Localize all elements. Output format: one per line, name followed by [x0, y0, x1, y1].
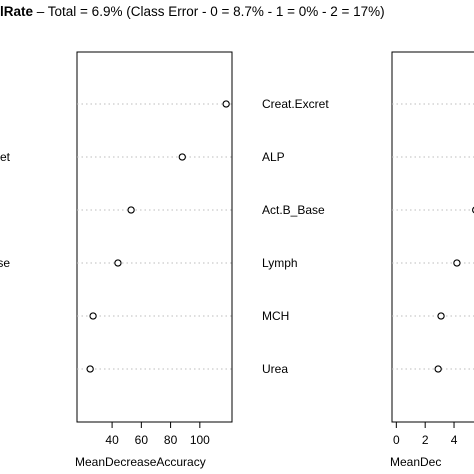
left-category-label: se [0, 256, 10, 270]
category-label: Act.B_Base [262, 203, 325, 217]
right-data-point [434, 365, 442, 373]
middle-data-point [114, 259, 122, 267]
category-label: MCH [262, 309, 289, 323]
category-label: Creat.Excret [262, 97, 329, 111]
middle-data-point [222, 100, 230, 108]
right-x-axis-label: MeanDec [390, 455, 441, 469]
category-label: Lymph [262, 256, 298, 270]
plot-layer: cretse406080100MeanDecreaseAccuracyCreat… [0, 51, 474, 469]
middle-x-axis-label: MeanDecreaseAccuracy [75, 455, 206, 469]
right-data-point [437, 312, 445, 320]
middle-plot-frame [76, 51, 233, 423]
category-label: Urea [262, 362, 288, 376]
right-plot-frame [391, 51, 474, 423]
middle-x-tick-label: 100 [190, 433, 210, 447]
right-x-tick-label: 2 [422, 433, 429, 447]
middle-x-tick-label: 40 [105, 433, 119, 447]
middle-data-point [178, 153, 186, 161]
right-x-tick-label: 0 [393, 433, 400, 447]
right-data-point [453, 259, 461, 267]
right-x-tick-label: 4 [451, 433, 458, 447]
category-label: ALP [262, 150, 285, 164]
middle-data-point [86, 365, 94, 373]
middle-data-point [127, 206, 135, 214]
middle-data-point [89, 312, 97, 320]
chart-title: lRate – Total = 6.9% (Class Error - 0 = … [0, 4, 385, 19]
title-rest: – Total = 6.9% (Class Error - 0 = 8.7% -… [33, 4, 385, 19]
title-bold: lRate [0, 4, 34, 19]
middle-x-tick-label: 80 [164, 433, 178, 447]
left-category-label: cret [0, 150, 11, 164]
middle-x-tick-label: 60 [135, 433, 149, 447]
